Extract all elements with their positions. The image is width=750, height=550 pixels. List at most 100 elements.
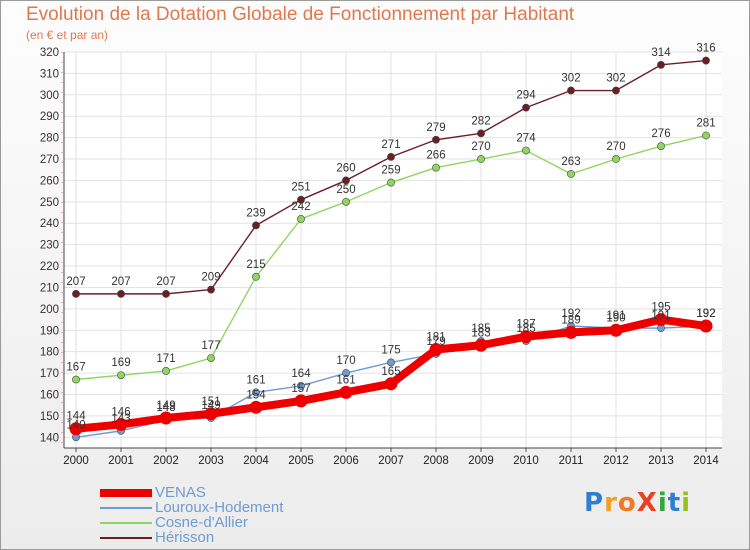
legend-item-cosne-dallier: Cosne-d'Allier bbox=[100, 514, 360, 531]
y-tick-label: 190 bbox=[40, 325, 59, 337]
data-label-louroux-hodement: 191 bbox=[606, 310, 625, 322]
data-label-venas: 183 bbox=[471, 327, 490, 339]
data-label-cosne-d-allier: 259 bbox=[381, 165, 400, 177]
y-tick-label: 230 bbox=[40, 240, 59, 252]
x-tick-label: 2008 bbox=[423, 455, 449, 467]
data-label-venas: 195 bbox=[651, 302, 670, 314]
legend-swatch-venas bbox=[100, 489, 152, 497]
y-tick-label: 280 bbox=[40, 133, 59, 145]
data-label-cosne-d-allier: 281 bbox=[696, 117, 715, 129]
y-tick-label: 140 bbox=[40, 432, 59, 444]
point-cosne-d-allier bbox=[72, 375, 80, 384]
point-venas bbox=[519, 330, 533, 344]
data-label-venas: 157 bbox=[291, 383, 310, 395]
data-label-louroux-hodement: 170 bbox=[336, 355, 355, 367]
data-label-herisson: 316 bbox=[696, 43, 715, 55]
legend-label-cosne-dallier: Cosne-d'Allier bbox=[155, 514, 248, 531]
point-cosne-d-allier bbox=[297, 215, 305, 223]
legend-label-venas: VENAS bbox=[155, 484, 206, 501]
data-label-cosne-d-allier: 169 bbox=[111, 357, 130, 369]
point-venas bbox=[294, 394, 308, 408]
x-tick-label: 2002 bbox=[153, 455, 179, 467]
legend-item-louroux-hodement: Louroux-Hodement bbox=[100, 499, 360, 516]
y-tick-label: 260 bbox=[40, 175, 59, 187]
data-label-louroux-hodement: 185 bbox=[471, 323, 490, 335]
logo-letter: o bbox=[617, 488, 637, 518]
data-label-herisson: 302 bbox=[606, 73, 625, 85]
point-louroux-hodement bbox=[342, 369, 350, 377]
point-venas bbox=[429, 343, 443, 357]
data-label-cosne-d-allier: 177 bbox=[201, 340, 220, 352]
logo-text: ProXiti bbox=[584, 488, 691, 518]
data-label-venas: 165 bbox=[381, 366, 400, 378]
data-label-cosne-d-allier: 171 bbox=[156, 353, 175, 365]
x-tick-label: 2001 bbox=[108, 455, 134, 467]
logo-letter: r bbox=[604, 488, 618, 518]
point-herisson bbox=[657, 60, 665, 69]
point-venas bbox=[339, 385, 353, 399]
data-label-louroux-hodement: 192 bbox=[696, 308, 715, 320]
data-label-cosne-d-allier: 266 bbox=[426, 150, 445, 162]
data-label-herisson: 251 bbox=[291, 182, 310, 194]
point-louroux-hodement bbox=[252, 388, 260, 397]
point-venas bbox=[474, 338, 488, 352]
y-tick-label: 310 bbox=[40, 68, 59, 80]
point-venas bbox=[204, 407, 218, 421]
point-venas bbox=[69, 422, 83, 436]
data-label-herisson: 239 bbox=[246, 207, 265, 219]
y-tick-label: 250 bbox=[40, 197, 59, 209]
point-cosne-d-allier bbox=[432, 163, 440, 172]
chart-title: Evolution de la Dotation Globale de Fonc… bbox=[26, 4, 575, 25]
data-label-louroux-hodement: 192 bbox=[561, 308, 580, 320]
x-tick-label: 2006 bbox=[333, 455, 359, 467]
data-label-louroux-hodement: 185 bbox=[516, 323, 535, 335]
data-label-herisson: 314 bbox=[651, 47, 671, 59]
data-label-louroux-hodement: 143 bbox=[111, 413, 130, 425]
y-tick-label: 170 bbox=[40, 368, 59, 380]
x-tick-label: 2004 bbox=[243, 455, 269, 467]
logo-letter: P bbox=[584, 488, 605, 518]
data-label-venas: 144 bbox=[66, 411, 86, 423]
legend-swatch-cosne-dallier bbox=[100, 522, 152, 524]
point-herisson bbox=[477, 129, 485, 138]
data-label-louroux-hodement: 179 bbox=[426, 336, 445, 348]
point-herisson bbox=[702, 56, 710, 65]
legend-item-venas: VENAS bbox=[100, 484, 360, 501]
logo-letter: i bbox=[657, 488, 668, 518]
logo-letter: i bbox=[681, 488, 692, 518]
point-cosne-d-allier bbox=[387, 178, 395, 187]
point-cosne-d-allier bbox=[162, 367, 170, 375]
data-label-cosne-d-allier: 274 bbox=[516, 132, 536, 144]
point-cosne-d-allier bbox=[117, 371, 125, 380]
axis-layer: 140 150 160 170 180 190 200 210 220 230 240 250 260 2… bbox=[40, 47, 722, 467]
data-label-louroux-hodement: 140 bbox=[66, 419, 85, 431]
y-tick-label: 200 bbox=[40, 304, 59, 316]
data-label-cosne-d-allier: 276 bbox=[651, 128, 670, 140]
y-tick-label: 320 bbox=[40, 47, 59, 59]
data-label-venas: 161 bbox=[336, 374, 355, 386]
y-tick-label: 240 bbox=[40, 218, 59, 230]
data-label-louroux-hodement: 161 bbox=[246, 374, 265, 386]
data-label-venas: 187 bbox=[516, 319, 535, 331]
data-label-venas: 149 bbox=[156, 400, 175, 412]
legend-swatch-herisson bbox=[100, 537, 152, 539]
point-herisson bbox=[567, 86, 575, 95]
data-label-cosne-d-allier: 215 bbox=[246, 259, 265, 271]
legend-item-herisson: Hérisson bbox=[100, 529, 360, 546]
data-label-venas: 192 bbox=[696, 308, 715, 320]
data-label-herisson: 207 bbox=[111, 276, 130, 288]
point-venas bbox=[699, 319, 713, 333]
y-tick-label: 220 bbox=[40, 261, 59, 273]
point-louroux-hodement bbox=[387, 358, 395, 367]
y-tick-label: 210 bbox=[40, 282, 59, 294]
data-label-louroux-hodement: 164 bbox=[291, 368, 311, 380]
y-tick-label: 150 bbox=[40, 411, 59, 423]
y-tick-label: 270 bbox=[40, 154, 59, 166]
data-label-cosne-d-allier: 263 bbox=[561, 156, 580, 168]
data-label-herisson: 271 bbox=[381, 139, 400, 151]
logo-letter: X bbox=[636, 488, 658, 518]
point-cosne-d-allier bbox=[207, 354, 215, 362]
proxiti-logo: ProXiti bbox=[584, 488, 691, 518]
x-tick-label: 2000 bbox=[63, 455, 89, 467]
point-cosne-d-allier bbox=[702, 131, 710, 140]
